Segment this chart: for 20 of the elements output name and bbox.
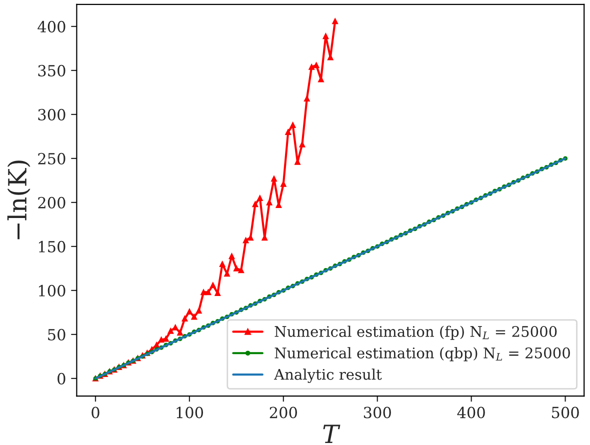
y-tick-label: 350 xyxy=(38,64,66,76)
x-tick-label: 300 xyxy=(364,406,391,418)
x-tick-label: 0 xyxy=(92,406,100,418)
legend-label: Numerical estimation (qbp) N$_{L}$ = 25000 xyxy=(274,347,570,362)
y-tick-label: 400 xyxy=(38,20,66,32)
y-tick-label: 100 xyxy=(38,284,66,296)
y-tick-label: 50 xyxy=(48,328,66,340)
y-tick-label: 0 xyxy=(58,372,66,384)
x-tick-label: 100 xyxy=(176,406,204,418)
x-axis-title: T xyxy=(323,424,340,444)
legend-label: Numerical estimation (fp) N$_{L}$ = 25000 xyxy=(274,326,557,340)
y-tick-label: 200 xyxy=(38,196,66,208)
y-tick-label: 150 xyxy=(38,240,66,252)
y-axis-title: −ln(K) xyxy=(7,160,30,240)
x-tick-label: 200 xyxy=(270,406,297,418)
x-tick-label: 400 xyxy=(457,406,485,418)
y-tick-label: 250 xyxy=(38,152,66,164)
legend-label: Analytic result xyxy=(274,368,382,383)
x-tick-label: 500 xyxy=(552,406,579,418)
y-tick-label: 300 xyxy=(38,108,66,120)
